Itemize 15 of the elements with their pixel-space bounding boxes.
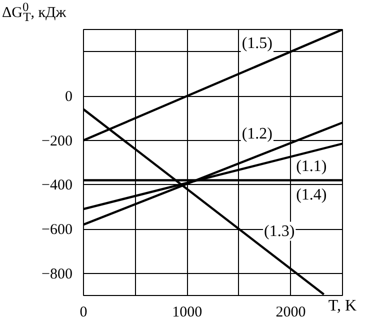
x-tick-label: 0 (80, 304, 88, 320)
y-axis-title: ΔG$^{0}$$_{T}$, кДж (2, 0, 66, 25)
y-tick-label: −400 (42, 178, 73, 194)
y-tick-label: −200 (42, 133, 73, 150)
series-label: (1.1) (296, 158, 327, 176)
series-label: (1.2) (242, 126, 272, 143)
series-label: (1.3) (264, 222, 295, 240)
x-tick-label: 2000 (276, 304, 306, 320)
series-label: (1.4) (296, 186, 327, 204)
y-tick-label: 0 (65, 89, 72, 105)
x-axis-title: T, K (328, 298, 358, 314)
x-tick-label: 1000 (172, 304, 202, 320)
y-tick-label: −800 (42, 266, 73, 282)
y-tick-label: −600 (42, 222, 73, 238)
series-label: (1.5) (242, 34, 272, 52)
